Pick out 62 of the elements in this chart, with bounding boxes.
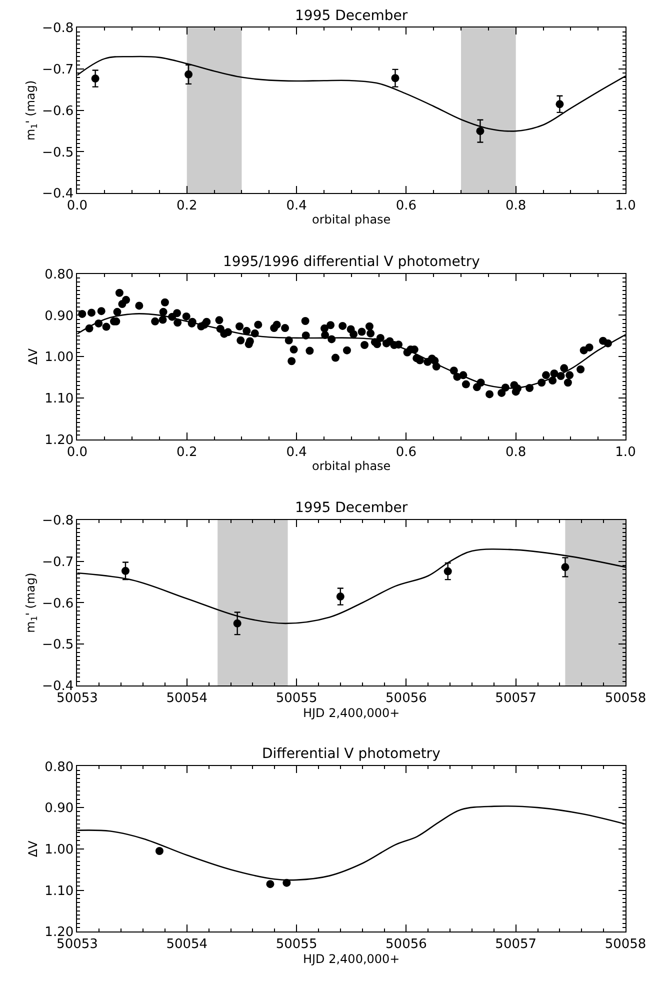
x-tick-label: 1.0 — [615, 198, 636, 214]
y-tick-label: 0.80 — [44, 760, 74, 775]
x-tick-label: 50056 — [386, 691, 427, 706]
y-tick-label: 0.80 — [44, 267, 74, 282]
y-axis-title: ΔV — [26, 840, 40, 858]
y-tick-label: 1.00 — [44, 842, 74, 858]
chart-title: 1995/1996 differential V photometry — [223, 254, 480, 270]
x-tick-label: 0.8 — [506, 444, 526, 460]
point — [266, 880, 274, 888]
y-tick-label: −0.8 — [42, 21, 74, 36]
x-axis-title: HJD 2,400,000+ — [302, 706, 400, 720]
x-tick-label: 50056 — [386, 937, 427, 952]
y-tick-label: −0.8 — [42, 514, 74, 529]
x-axis-title: HJD 2,400,000+ — [302, 952, 400, 966]
y-axis-title: ΔV — [26, 348, 40, 365]
y-tick-label: −0.6 — [42, 104, 74, 119]
point — [561, 563, 570, 572]
x-tick-label: 50053 — [56, 937, 98, 952]
x-tick-label: 0.6 — [396, 198, 417, 214]
point — [476, 127, 484, 136]
x-tick-label: 0.4 — [286, 198, 307, 214]
x-tick-label: 0.6 — [396, 444, 417, 460]
y-tick-label: 1.00 — [44, 350, 74, 366]
point — [184, 70, 193, 78]
chart-title: 1995 December — [295, 8, 408, 24]
y-tick-label: −0.5 — [42, 638, 74, 653]
point — [556, 100, 564, 108]
x-tick-label: 50054 — [166, 937, 208, 952]
x-tick-label: 0.0 — [66, 198, 88, 214]
y-tick-label: 1.10 — [44, 884, 74, 899]
x-tick-label: 0.8 — [506, 198, 526, 214]
x-tick-label: 50055 — [276, 937, 318, 952]
y-tick-label: 0.90 — [44, 801, 74, 816]
y-tick-label: 1.10 — [44, 391, 74, 406]
point — [121, 566, 130, 575]
y-tick-label: −0.7 — [42, 554, 74, 570]
x-tick-label: 0.4 — [286, 444, 307, 460]
point — [444, 567, 452, 576]
x-tick-label: 50058 — [604, 937, 646, 952]
x-tick-label: 50053 — [56, 691, 98, 706]
point — [155, 846, 164, 855]
x-tick-label: 1.0 — [615, 444, 636, 460]
x-tick-label: 50057 — [495, 691, 537, 706]
y-tick-label: −0.6 — [42, 596, 74, 612]
x-tick-label: 50058 — [604, 691, 646, 706]
x-tick-label: 50054 — [166, 691, 208, 706]
point — [336, 592, 344, 601]
x-tick-label: 0.2 — [176, 444, 198, 460]
x-tick-label: 50057 — [495, 937, 537, 952]
point — [282, 878, 291, 887]
y-tick-label: 0.90 — [44, 308, 74, 324]
point — [391, 74, 400, 82]
point — [233, 619, 242, 628]
chart-title: 1995 December — [295, 500, 408, 516]
x-axis-title: orbital phase — [312, 458, 391, 473]
point — [91, 74, 100, 83]
x-tick-label: 50055 — [276, 691, 318, 706]
chart-title: Differential V photometry — [262, 746, 440, 762]
x-axis-title: orbital phase — [312, 212, 391, 227]
y-tick-label: −0.7 — [42, 62, 74, 78]
y-tick-label: −0.5 — [42, 145, 74, 160]
x-tick-label: 0.2 — [176, 198, 198, 214]
